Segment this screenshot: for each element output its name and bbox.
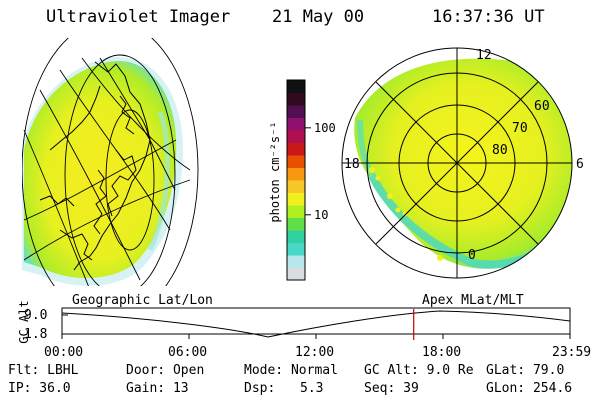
colorbar-unit-label: photon cm⁻²s⁻¹ [268,121,282,223]
info-glat: GLat: 79.0 [486,363,565,378]
info-mode: Mode: Normal [244,363,338,378]
date-label: 21 May 00 [272,7,365,27]
colorbar-segment [287,105,305,118]
info-dsp-label: Dsp: [244,381,276,396]
colorbar-segment [287,267,305,281]
xtick-2359: 23:59 [552,345,592,360]
info-seq: Seq: 39 [364,381,419,396]
right-panel-label: Apex MLat/MLT [422,293,524,308]
colorbar: 100 10 [286,79,336,281]
info-glon: GLon: 254.6 [486,381,573,396]
time-label: 16:37:36 UT [432,7,545,27]
colorbar-segment [287,255,305,268]
colorbar-segment [287,242,305,256]
colorbar-segment [287,142,305,156]
info-dsp-value: 5.3 [300,381,324,396]
xtick-0600: 06:00 [168,345,208,360]
orbit-altitude-line [61,310,571,338]
colorbar-segment [287,167,305,181]
colorbar-segment [287,117,305,131]
mlat-label: 80 [492,143,508,158]
info-gc-alt: GC Alt: 9.0 Re [364,363,474,378]
xtick-0000: 00:00 [44,345,84,360]
mlt-label: 18 [344,157,360,172]
mlt-label: 0 [468,248,476,263]
colorbar-segment [287,180,305,193]
mlat-label: 60 [534,99,550,114]
colorbar-segment [287,130,305,143]
colorbar-segment [287,92,305,106]
timeline-chart [61,307,571,340]
info-gain: Gain: 13 [126,381,189,396]
geographic-image [22,38,199,286]
info-filter: Flt: LBHL [8,363,79,378]
xtick-1200: 12:00 [295,345,335,360]
colorbar-segment [287,205,305,218]
colorbar-segment [287,192,305,206]
left-panel-label: Geographic Lat/Lon [72,293,213,308]
info-ip: IP: 36.0 [8,381,71,396]
colorbar-tick-label: 10 [314,208,328,222]
colorbar-segment [287,155,305,168]
colorbar-segment [287,80,305,93]
colorbar-segment [287,230,305,243]
xtick-1800: 18:00 [422,345,462,360]
info-door: Door: Open [126,363,205,378]
mlt-label: 12 [476,48,492,63]
colorbar-tick-label: 100 [314,121,336,135]
mlat-label: 70 [512,121,528,136]
ytick-min: 1.8 [24,327,48,342]
colorbar-segment [287,217,305,231]
instrument-title: Ultraviolet Imager [46,7,231,27]
ytick-max: 9.0 [24,308,48,323]
mlt-label: 6 [576,157,584,172]
